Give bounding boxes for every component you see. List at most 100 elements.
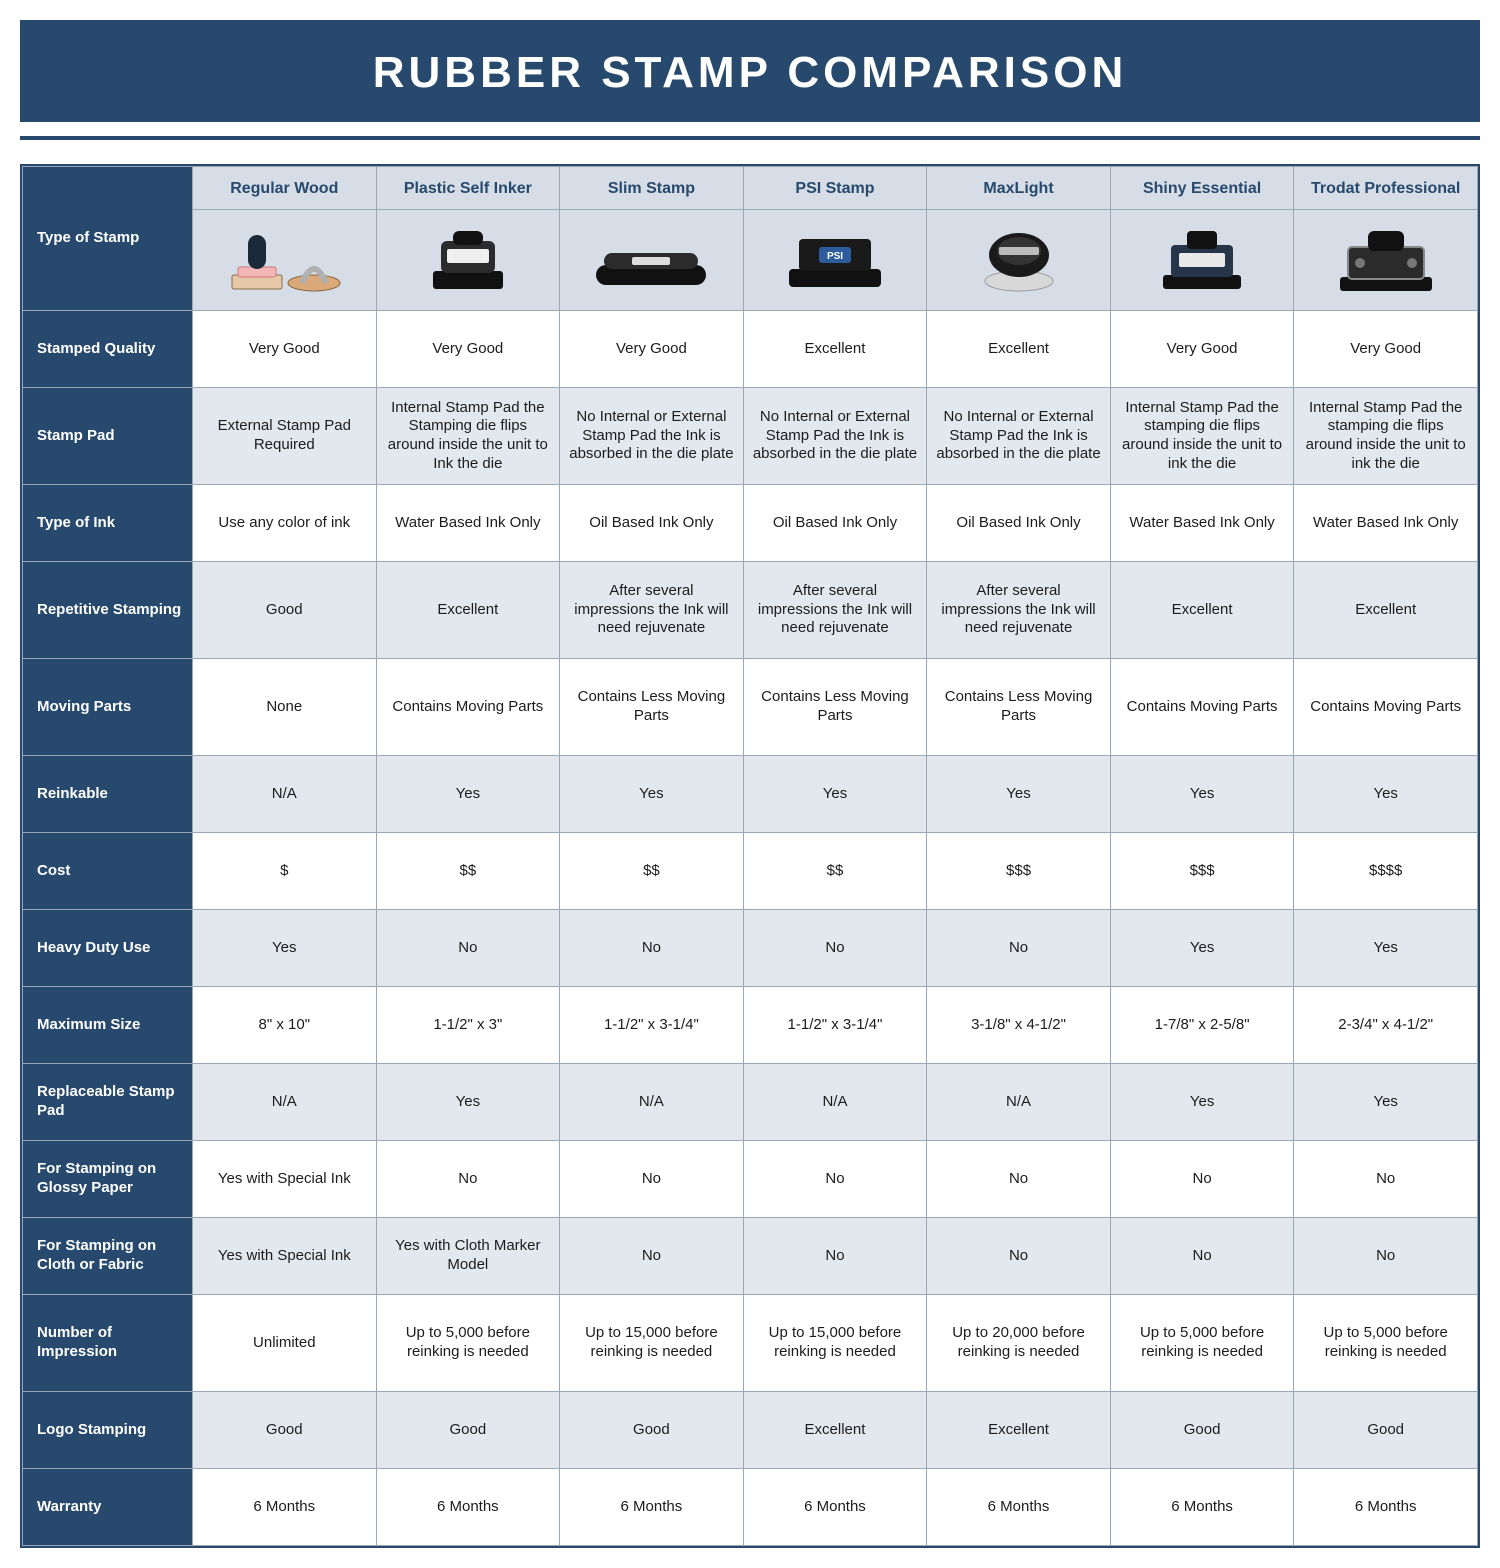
type-of-stamp-label: Type of Stamp: [23, 167, 193, 311]
cell: N/A: [560, 1064, 744, 1141]
cell: $$: [376, 833, 560, 910]
row-label: Replaceable Stamp Pad: [23, 1064, 193, 1141]
slim-stamp-icon: [560, 210, 744, 311]
col-trodat-professional: Trodat Professional: [1294, 167, 1478, 210]
col-plastic-self-inker: Plastic Self Inker: [376, 167, 560, 210]
cell: Yes with Special Ink: [193, 1218, 377, 1295]
cell: Yes: [1294, 910, 1478, 987]
trodat-professional-icon: [1294, 210, 1478, 311]
cell: Internal Stamp Pad the stamping die flip…: [1110, 388, 1294, 485]
cell: Excellent: [743, 1392, 927, 1469]
cell: 6 Months: [560, 1469, 744, 1546]
cell: N/A: [743, 1064, 927, 1141]
cell: 6 Months: [1110, 1469, 1294, 1546]
table-row: Warranty6 Months6 Months6 Months6 Months…: [23, 1469, 1478, 1546]
cell: Yes: [1110, 756, 1294, 833]
cell: Yes with Cloth Marker Model: [376, 1218, 560, 1295]
cell: No: [743, 1218, 927, 1295]
cell: 1-7/8" x 2-5/8": [1110, 987, 1294, 1064]
title-bar: RUBBER STAMP COMPARISON: [20, 20, 1480, 122]
cell: Water Based Ink Only: [1294, 485, 1478, 562]
row-label: Logo Stamping: [23, 1392, 193, 1469]
table-row: Maximum Size8" x 10"1-1/2" x 3"1-1/2" x …: [23, 987, 1478, 1064]
cell: 6 Months: [927, 1469, 1111, 1546]
row-label: For Stamping on Glossy Paper: [23, 1141, 193, 1218]
col-regular-wood: Regular Wood: [193, 167, 377, 210]
row-label: Reinkable: [23, 756, 193, 833]
cell: Yes: [927, 756, 1111, 833]
row-label: Moving Parts: [23, 659, 193, 756]
table-row: Cost$$$$$$$$$$$$$$$$$: [23, 833, 1478, 910]
cell: Up to 5,000 before reinking is needed: [376, 1295, 560, 1392]
table-row: Type of InkUse any color of inkWater Bas…: [23, 485, 1478, 562]
row-label: Number of Impression: [23, 1295, 193, 1392]
cell: Excellent: [376, 562, 560, 659]
cell: 8" x 10": [193, 987, 377, 1064]
cell: Very Good: [560, 311, 744, 388]
cell: Yes: [1294, 756, 1478, 833]
comparison-page: RUBBER STAMP COMPARISON Type of Stamp Re…: [0, 20, 1500, 1548]
row-label: Stamp Pad: [23, 388, 193, 485]
cell: None: [193, 659, 377, 756]
row-label: Type of Ink: [23, 485, 193, 562]
cell: Oil Based Ink Only: [927, 485, 1111, 562]
cell: Yes with Special Ink: [193, 1141, 377, 1218]
cell: Good: [193, 1392, 377, 1469]
row-label: Cost: [23, 833, 193, 910]
cell: Internal Stamp Pad the Stamping die flip…: [376, 388, 560, 485]
cell: No: [1110, 1218, 1294, 1295]
cell: Yes: [1110, 910, 1294, 987]
cell: 6 Months: [743, 1469, 927, 1546]
cell: Excellent: [927, 311, 1111, 388]
cell: Excellent: [1110, 562, 1294, 659]
comparison-table-wrap: Type of Stamp Regular Wood Plastic Self …: [20, 164, 1480, 1548]
cell: No: [560, 1218, 744, 1295]
cell: Yes: [193, 910, 377, 987]
cell: No: [560, 910, 744, 987]
table-row: Heavy Duty UseYesNoNoNoNoYesYes: [23, 910, 1478, 987]
cell: 6 Months: [193, 1469, 377, 1546]
cell: Internal Stamp Pad the stamping die flip…: [1294, 388, 1478, 485]
cell: No Internal or External Stamp Pad the In…: [743, 388, 927, 485]
cell: After several impressions the Ink will n…: [560, 562, 744, 659]
col-shiny-essential: Shiny Essential: [1110, 167, 1294, 210]
cell: Excellent: [927, 1392, 1111, 1469]
header-row: Type of Stamp Regular Wood Plastic Self …: [23, 167, 1478, 210]
cell: Up to 20,000 before reinking is needed: [927, 1295, 1111, 1392]
cell: Contains Less Moving Parts: [927, 659, 1111, 756]
cell: 1-1/2" x 3-1/4": [743, 987, 927, 1064]
cell: Up to 15,000 before reinking is needed: [743, 1295, 927, 1392]
cell: No: [376, 1141, 560, 1218]
cell: Water Based Ink Only: [376, 485, 560, 562]
cell: Yes: [560, 756, 744, 833]
table-body: Stamped QualityVery GoodVery GoodVery Go…: [23, 311, 1478, 1546]
cell: No: [927, 1218, 1111, 1295]
cell: Very Good: [193, 311, 377, 388]
wood-stamp-icon: [193, 210, 377, 311]
cell: Very Good: [376, 311, 560, 388]
cell: $$$: [1110, 833, 1294, 910]
cell: No: [743, 910, 927, 987]
divider: [20, 136, 1480, 140]
cell: $$: [743, 833, 927, 910]
cell: $$$$: [1294, 833, 1478, 910]
cell: Up to 15,000 before reinking is needed: [560, 1295, 744, 1392]
cell: 6 Months: [376, 1469, 560, 1546]
table-row: For Stamping on Cloth or FabricYes with …: [23, 1218, 1478, 1295]
psi-stamp-icon: PSI: [743, 210, 927, 311]
cell: No Internal or External Stamp Pad the In…: [927, 388, 1111, 485]
row-label: Repetitive Stamping: [23, 562, 193, 659]
cell: 3-1/8" x 4-1/2": [927, 987, 1111, 1064]
cell: Up to 5,000 before reinking is needed: [1294, 1295, 1478, 1392]
shiny-essential-icon: [1110, 210, 1294, 311]
cell: No: [927, 1141, 1111, 1218]
cell: Good: [560, 1392, 744, 1469]
cell: After several impressions the Ink will n…: [743, 562, 927, 659]
table-row: For Stamping on Glossy PaperYes with Spe…: [23, 1141, 1478, 1218]
row-label: Stamped Quality: [23, 311, 193, 388]
table-row: Logo StampingGoodGoodGoodExcellentExcell…: [23, 1392, 1478, 1469]
cell: No: [927, 910, 1111, 987]
cell: Good: [193, 562, 377, 659]
cell: Very Good: [1110, 311, 1294, 388]
cell: Use any color of ink: [193, 485, 377, 562]
